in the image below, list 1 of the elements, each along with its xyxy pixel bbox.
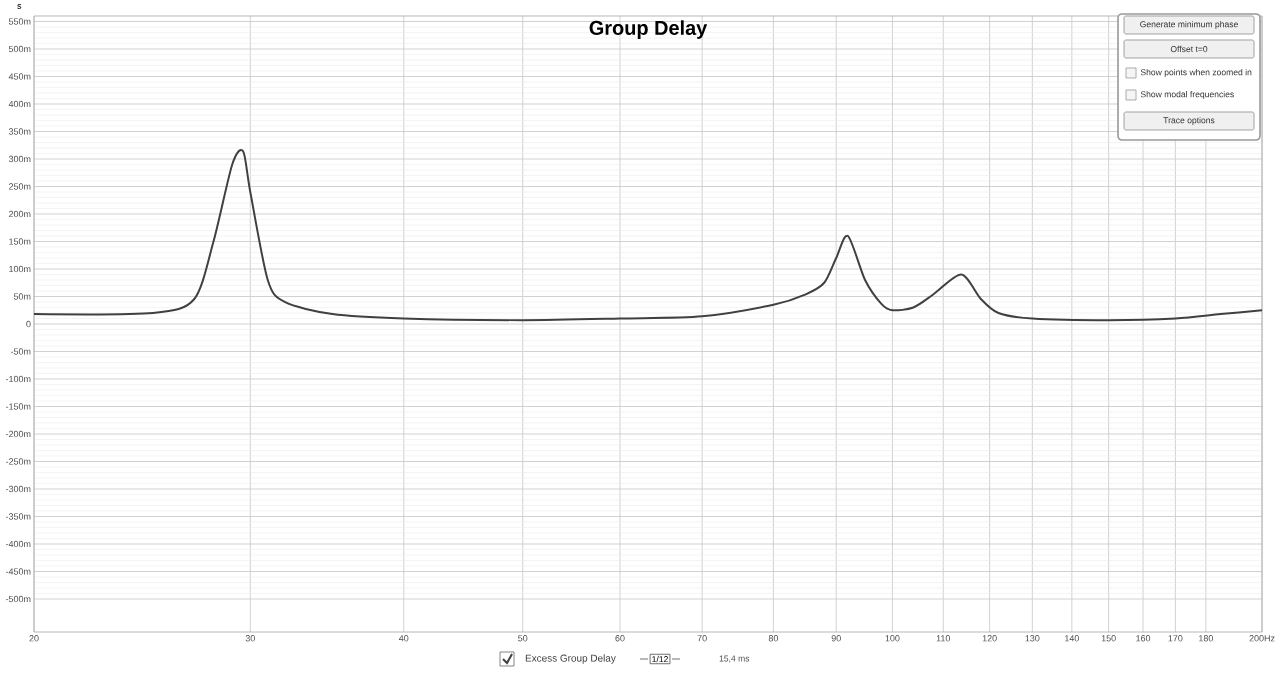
chart-title: Group Delay bbox=[589, 20, 708, 39]
